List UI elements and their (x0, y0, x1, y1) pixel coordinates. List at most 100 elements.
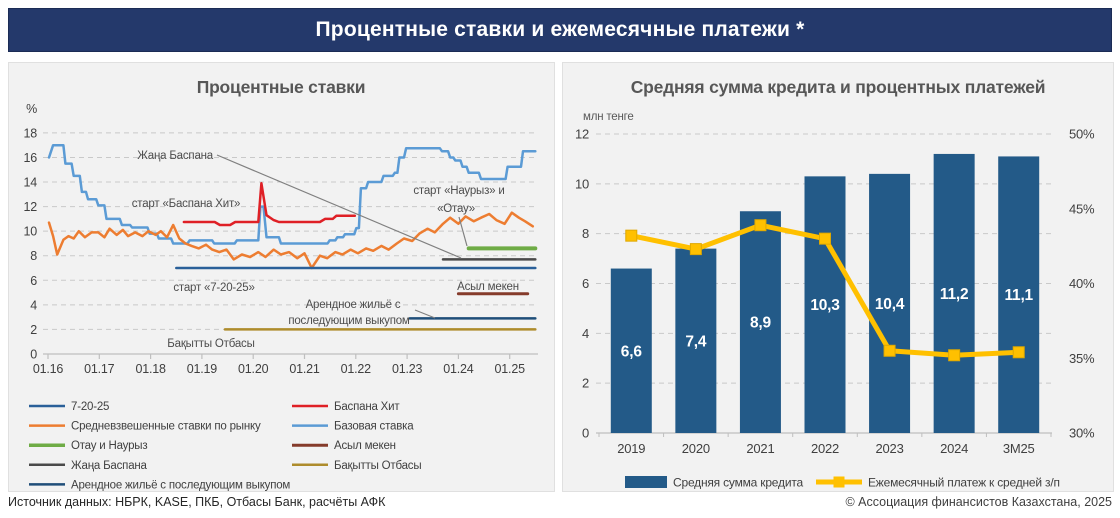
annotation-text: Асыл мекен (457, 281, 519, 293)
annotation-callout (414, 309, 436, 319)
line-marker (625, 229, 638, 242)
bar-2020 (675, 248, 717, 433)
bar-2023 (869, 173, 911, 433)
x-category-label: 3М25 (1003, 441, 1035, 456)
line-marker (819, 232, 831, 245)
right-y-tick-label: 40% (1069, 276, 1095, 291)
x-tick-label: 01.16 (33, 362, 64, 376)
x-tick-label: 01.20 (238, 362, 269, 376)
left-axis-unit-label: млн тенге (583, 111, 634, 123)
left-chart-title: Процентные ставки (197, 77, 366, 97)
right-plot-area: 0 2 4 6 8 10 12 млн тенге 30% 35% 40% 45% 50% 6,6 2019… (575, 111, 1095, 490)
bar-2021 (739, 211, 781, 433)
y-tick-label: 0 (30, 348, 37, 362)
annotation-callout (216, 154, 462, 259)
series-baspana-hit (182, 182, 357, 227)
bar-value-label: 11,1 (1004, 287, 1033, 304)
left-plot-area: 0 2 4 6 8 10 12 14 16 18% 01.16 01.17 01.18 01.19 01.2… (23, 102, 538, 491)
y-tick-label: 10 (23, 225, 37, 239)
legend-label-baspana-hit: Баспана Хит (334, 401, 400, 413)
line-marker (754, 219, 767, 232)
legend-label-bakytty-otbasy: Бақытты Отбасы (334, 460, 421, 472)
right-y-tick-label: 50% (1069, 127, 1095, 142)
y-axis-unit-label: % (26, 102, 37, 116)
y-tick-label: 16 (23, 151, 37, 165)
bar-2024 (933, 153, 975, 433)
series-base-rate (47, 143, 537, 245)
annotation-text: старт «Баспана Хит» (132, 198, 241, 210)
x-tick-label: 01.22 (341, 362, 372, 376)
annotation-text: старт «7-20-25» (173, 282, 254, 294)
y-tick-label: 14 (23, 176, 37, 190)
bar-value-label: 11,2 (940, 286, 969, 303)
left-y-tick-label: 6 (582, 276, 589, 291)
footer: Источник данных: НБРК, KASE, ПКБ, Отбасы… (8, 495, 1112, 509)
header-bar: Процентные ставки и ежемесячные платежи … (8, 8, 1112, 52)
y-tick-label: 12 (23, 200, 37, 214)
right-y-tick-label: 30% (1069, 426, 1095, 441)
line-marker (689, 243, 702, 256)
bar-value-label: 6,6 (621, 343, 643, 360)
left-y-tick-label: 8 (582, 226, 589, 241)
legend-swatch-avg-loan (625, 476, 667, 488)
legend-label-arenda: Арендное жильё с последующим выкупом (71, 479, 290, 491)
bar-3М25 (998, 156, 1040, 434)
legend-label-base-rate: Базовая ставка (334, 421, 414, 433)
x-category-label: 2020 (682, 441, 710, 456)
x-category-label: 2019 (617, 441, 645, 456)
y-tick-label: 2 (30, 323, 37, 337)
x-tick-label: 01.18 (135, 362, 166, 376)
x-tick-label: 01.19 (187, 362, 218, 376)
legend-label-7-20-25: 7-20-25 (71, 401, 109, 413)
y-tick-label: 18 (23, 126, 37, 140)
bar-2019 (610, 268, 652, 433)
x-tick-label: 01.24 (443, 362, 474, 376)
line-marker (948, 349, 961, 362)
x-category-label: 2022 (811, 441, 839, 456)
x-tick-label: 01.21 (289, 362, 320, 376)
copyright-note: © Ассоциация финансистов Казахстана, 202… (845, 495, 1112, 509)
bar-value-label: 10,4 (875, 296, 905, 313)
x-tick-label: 01.23 (392, 362, 423, 376)
bar-value-label: 8,9 (750, 315, 772, 332)
bar-2022 (804, 176, 846, 433)
legend-label-otau-nauryz: Отау и Наурыз (71, 440, 147, 452)
annotation-text: Жаңа Баспана (137, 150, 214, 162)
y-tick-label: 8 (30, 249, 37, 263)
left-y-tick-label: 4 (582, 326, 589, 341)
x-category-label: 2024 (940, 441, 968, 456)
annotation-text: старт «Наурыз» и (413, 185, 504, 197)
legend-label-asyl-meken: Асыл мекен (334, 440, 396, 452)
left-y-tick-label: 12 (575, 127, 589, 142)
line-marker (883, 344, 896, 357)
legend-label-market-avg: Средневзвешенные ставки по рынку (71, 421, 261, 433)
x-tick-label: 01.17 (84, 362, 115, 376)
legend-label-zhana-baspana: Жаңа Баспана (71, 460, 148, 472)
bar-value-label: 7,4 (685, 333, 707, 350)
legend-label-avg-loan: Средняя сумма кредита (673, 476, 803, 490)
legend-label-payment-ratio: Ежемесячный платеж к средней з/п (868, 476, 1060, 490)
data-source-note: Источник данных: НБРК, KASE, ПКБ, Отбасы… (8, 495, 386, 509)
line-marker (1012, 346, 1025, 359)
annotation-text: последующим выкупом (288, 315, 410, 327)
left-y-tick-label: 10 (575, 176, 589, 191)
loan-payments-chart: Средняя сумма кредита и процентных плате… (575, 77, 1095, 490)
annotation-text: Арендное жильё с (306, 299, 401, 311)
x-category-label: 2021 (746, 441, 774, 456)
annotation-text: «Отау» (437, 203, 475, 215)
bar-value-label: 10,3 (810, 297, 840, 314)
right-chart-title: Средняя сумма кредита и процентных плате… (631, 77, 1046, 97)
annotation-callout (458, 216, 468, 247)
x-tick-label: 01.25 (495, 362, 526, 376)
right-y-tick-label: 45% (1069, 201, 1095, 216)
y-tick-label: 6 (30, 274, 37, 288)
panel-loan-payments: Средняя сумма кредита и процентных плате… (562, 62, 1114, 492)
annotation-text: Бақытты Отбасы (167, 338, 254, 350)
left-y-tick-label: 2 (582, 376, 589, 391)
legend-marker-payment-ratio (833, 476, 845, 488)
x-category-label: 2023 (876, 441, 904, 456)
right-y-tick-label: 35% (1069, 351, 1095, 366)
main-title: Процентные ставки и ежемесячные платежи … (315, 18, 805, 41)
